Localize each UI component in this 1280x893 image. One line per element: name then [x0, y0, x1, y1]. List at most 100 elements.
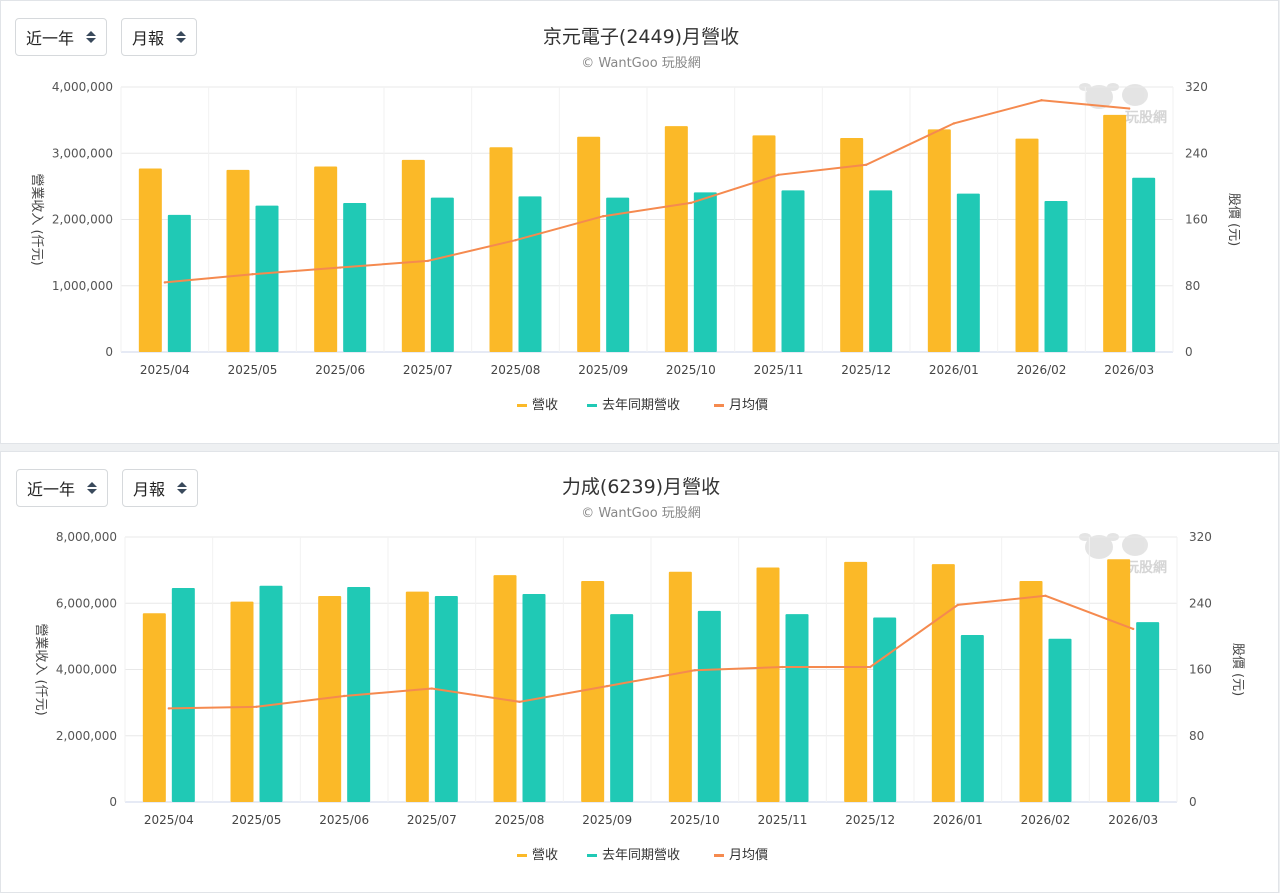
- legend-last-year-swatch: [587, 404, 597, 407]
- avg-price-point: [163, 281, 167, 284]
- bar-last-year-revenue: [693, 192, 717, 352]
- period-select[interactable]: 月報: [122, 469, 198, 507]
- watermark-text: 玩股網: [1125, 559, 1167, 576]
- sort-arrows-icon: [87, 482, 97, 494]
- y2-axis-title: 股價 (元): [1230, 643, 1245, 696]
- x-tick-label: 2025/08: [491, 363, 541, 377]
- y-axis-title: 營業收入 (仟元): [29, 173, 45, 265]
- period-select[interactable]: 月報: [121, 18, 197, 56]
- bar-revenue: [493, 575, 517, 802]
- x-tick-label: 2025/12: [845, 813, 895, 827]
- y-tick-label: 4,000,000: [56, 663, 117, 677]
- x-tick-label: 2025/10: [666, 363, 716, 377]
- bar-last-year-revenue: [697, 610, 721, 802]
- y2-tick-label: 80: [1185, 279, 1200, 293]
- bar-revenue: [927, 129, 951, 352]
- line-avg-price: [168, 594, 1134, 710]
- y2-tick-label: 0: [1189, 795, 1197, 809]
- bar-revenue: [314, 166, 338, 352]
- bar-revenue: [401, 159, 425, 352]
- bar-revenue: [577, 136, 601, 352]
- x-tick-label: 2025/10: [670, 813, 720, 827]
- x-tick-label: 2025/04: [144, 813, 194, 827]
- wantgoo-logo-icon: [1079, 83, 1148, 109]
- bar-last-year-revenue: [869, 190, 893, 352]
- x-tick-label: 2026/03: [1108, 813, 1158, 827]
- legend-last-year-label: 去年同期營收: [602, 848, 680, 863]
- avg-price-point: [1044, 594, 1047, 597]
- avg-price-point: [1131, 627, 1135, 631]
- bar-revenue: [230, 601, 254, 802]
- bar-revenue: [142, 613, 166, 802]
- bar-revenue: [664, 126, 688, 353]
- avg-price-point: [167, 707, 171, 710]
- avg-price-point: [430, 687, 434, 690]
- x-tick-label: 2025/11: [758, 813, 808, 827]
- y2-tick-label: 240: [1189, 596, 1212, 610]
- bar-revenue: [581, 581, 605, 802]
- legend-avg-price-label: 月均價: [729, 398, 768, 413]
- avg-price-point: [342, 694, 346, 698]
- y-tick-label: 1,000,000: [52, 279, 113, 293]
- avg-price-point: [952, 122, 956, 125]
- x-tick-label: 2025/06: [319, 813, 369, 827]
- legend-avg-price-swatch: [714, 404, 724, 407]
- y-tick-label: 0: [109, 795, 117, 809]
- x-tick-label: 2025/12: [841, 363, 891, 377]
- bar-last-year-revenue: [1044, 200, 1068, 352]
- y2-tick-label: 160: [1185, 213, 1208, 227]
- legend-revenue-label: 營收: [532, 398, 558, 413]
- bar-last-year-revenue: [167, 214, 191, 352]
- sort-arrows-icon: [176, 31, 186, 43]
- bar-revenue: [405, 591, 429, 802]
- x-tick-label: 2025/07: [403, 363, 453, 377]
- avg-price-point: [777, 173, 780, 176]
- bar-revenue: [931, 564, 955, 802]
- legend-avg-price-label: 月均價: [729, 848, 768, 863]
- bar-last-year-revenue: [343, 202, 367, 352]
- y-tick-label: 0: [105, 345, 113, 359]
- y2-tick-label: 240: [1185, 146, 1208, 160]
- avg-price-point: [255, 705, 258, 708]
- sort-arrows-icon: [177, 482, 187, 494]
- bar-last-year-revenue: [960, 635, 984, 802]
- bar-last-year-revenue: [781, 190, 805, 352]
- x-tick-label: 2026/01: [929, 363, 979, 377]
- bar-last-year-revenue: [610, 614, 634, 802]
- range-select-label: 近一年: [26, 29, 75, 48]
- bar-revenue: [844, 561, 868, 802]
- x-tick-label: 2026/02: [1017, 363, 1067, 377]
- bar-last-year-revenue: [1136, 622, 1160, 802]
- bar-last-year-revenue: [434, 595, 458, 802]
- bar-revenue: [1107, 559, 1131, 802]
- range-select[interactable]: 近一年: [15, 18, 107, 56]
- chart-title: 力成(6239)月營收: [562, 476, 720, 498]
- bar-last-year-revenue: [1132, 177, 1156, 352]
- avg-price-point: [605, 684, 609, 688]
- bar-revenue: [226, 169, 250, 352]
- y2-tick-label: 80: [1189, 729, 1204, 743]
- bar-revenue: [138, 168, 162, 352]
- x-tick-label: 2025/04: [140, 363, 190, 377]
- y-axis-title: 營業收入 (仟元): [33, 623, 49, 715]
- avg-price-point: [1040, 99, 1043, 102]
- bar-revenue: [318, 595, 342, 802]
- avg-price-point: [781, 665, 784, 669]
- bar-revenue: [1015, 138, 1039, 352]
- x-tick-label: 2025/07: [407, 813, 457, 827]
- range-select[interactable]: 近一年: [16, 469, 108, 507]
- bar-revenue: [1103, 114, 1127, 352]
- chart-panel-1: 近一年 月報 京元電子(2449)月營收 © WantGoo 玩股網 玩股網 0 0 1,…: [0, 0, 1279, 444]
- x-tick-label: 2025/06: [315, 363, 365, 377]
- legend-last-year-label: 去年同期營收: [602, 398, 680, 413]
- y-tick-label: 8,000,000: [56, 530, 117, 544]
- y-tick-label: 6,000,000: [56, 596, 117, 610]
- bar-last-year-revenue: [171, 588, 195, 802]
- y2-axis-title: 股價 (元): [1226, 193, 1241, 246]
- x-tick-label: 2025/05: [232, 813, 282, 827]
- bar-last-year-revenue: [255, 205, 279, 352]
- x-tick-label: 2025/05: [228, 363, 278, 377]
- avg-price-point: [251, 272, 254, 276]
- y2-tick-label: 160: [1189, 663, 1212, 677]
